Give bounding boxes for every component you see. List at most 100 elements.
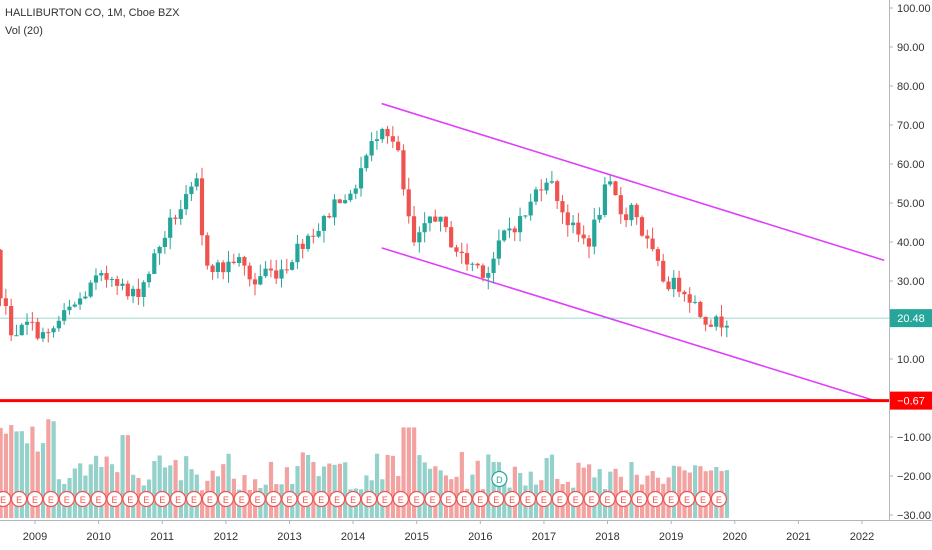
earnings-marker-label: E	[382, 495, 388, 505]
last-price-flag	[890, 309, 932, 328]
earnings-marker-label: E	[493, 495, 499, 505]
volume-bar	[78, 463, 83, 518]
time-tick-label: 2011	[150, 531, 174, 543]
earnings-marker	[392, 490, 409, 508]
volume-bar	[708, 470, 714, 518]
volume-bar	[0, 427, 3, 518]
volume-bar	[629, 462, 634, 518]
earnings-marker-label: E	[668, 495, 674, 505]
earnings-marker	[313, 490, 330, 508]
candle-body	[183, 194, 189, 210]
earnings-marker-label: E	[589, 495, 595, 505]
earnings-marker	[599, 490, 616, 508]
candle-body	[0, 249, 3, 299]
earnings-marker-label: E	[557, 495, 563, 505]
earnings-marker	[456, 490, 473, 508]
candle-body	[623, 214, 629, 221]
volume-bar	[184, 456, 189, 518]
volume-bar	[491, 462, 496, 518]
candle-body	[544, 182, 549, 191]
volume-bar	[544, 457, 549, 518]
earnings-marker	[551, 490, 568, 508]
volume-bar	[390, 455, 396, 518]
earnings-marker-label: E	[207, 495, 213, 505]
candle-body	[194, 178, 199, 187]
volume-bar	[422, 462, 427, 518]
time-tick-label: 2016	[468, 531, 492, 543]
last-price-flag-label: 20.48	[897, 313, 925, 325]
symbol-title: HALLIBURTON CO, 1M, Cboe BZX	[5, 7, 180, 19]
volume-bar	[125, 435, 130, 518]
earnings-marker-label: E	[334, 495, 340, 505]
earnings-marker-label: E	[48, 495, 54, 505]
candle-body	[491, 258, 496, 273]
earnings-marker	[217, 490, 234, 508]
candle-body	[305, 235, 311, 249]
candle-body	[528, 201, 533, 216]
earnings-marker-label: E	[96, 495, 102, 505]
volume-bar	[327, 463, 332, 518]
earnings-marker	[329, 490, 346, 508]
candle-body	[221, 262, 226, 273]
volume-bar	[9, 425, 14, 518]
volume-bar	[168, 465, 173, 518]
candle-body	[290, 262, 295, 270]
candle-body	[533, 189, 539, 202]
candle-body	[93, 275, 99, 283]
time-tick-label: 2019	[659, 531, 683, 543]
candle-body	[358, 168, 364, 189]
earnings-marker	[10, 490, 28, 508]
earnings-marker-label: E	[700, 495, 706, 505]
candle-body	[581, 234, 586, 239]
candle-body	[507, 228, 512, 231]
earnings-marker	[154, 490, 171, 508]
candle-body	[570, 222, 576, 226]
candle-body	[645, 235, 650, 239]
time-tick-label: 2020	[723, 531, 747, 543]
candle-body	[629, 204, 634, 221]
earnings-marker-label: E	[159, 495, 165, 505]
earnings-marker	[74, 490, 91, 508]
candle-body	[152, 253, 157, 274]
candle-body	[517, 216, 523, 233]
earnings-marker	[233, 490, 250, 508]
candle-body	[369, 141, 374, 156]
earnings-marker	[488, 490, 505, 508]
volume-bar	[549, 454, 555, 518]
time-tick-label: 2022	[850, 531, 874, 543]
red-level-flag	[890, 391, 932, 410]
earnings-marker	[519, 490, 537, 508]
volume-bar	[645, 475, 650, 518]
candle-body	[565, 212, 570, 226]
candle-body	[77, 298, 83, 305]
earnings-marker	[647, 490, 664, 508]
candle-body	[549, 181, 554, 183]
candle-body	[46, 332, 51, 334]
candle-body	[602, 184, 607, 215]
earnings-marker-label: E	[255, 495, 261, 505]
volume-bar	[406, 427, 411, 518]
price-tick-label: −30.00	[897, 510, 931, 522]
candle-body	[231, 261, 236, 264]
earnings-marker	[615, 490, 632, 508]
volume-bar	[25, 443, 30, 518]
earnings-marker	[106, 490, 123, 508]
channel-upper-line	[381, 102, 885, 262]
earnings-marker	[360, 490, 378, 508]
volume-bar	[109, 464, 115, 518]
earnings-marker-label: E	[32, 495, 38, 505]
earnings-marker	[710, 490, 727, 508]
earnings-marker	[297, 490, 314, 508]
price-tick-label: 40.00	[897, 237, 925, 249]
candle-body	[422, 223, 427, 233]
earnings-marker-label: E	[414, 495, 420, 505]
volume-bar	[3, 433, 9, 518]
earnings-marker-label: E	[573, 495, 579, 505]
candle-body	[523, 215, 528, 217]
volume-bar	[72, 468, 77, 518]
earnings-marker	[583, 490, 600, 508]
chart-legend: HALLIBURTON CO, 1M, Cboe BZX Vol (20)	[5, 4, 179, 40]
candle-body	[597, 214, 602, 220]
